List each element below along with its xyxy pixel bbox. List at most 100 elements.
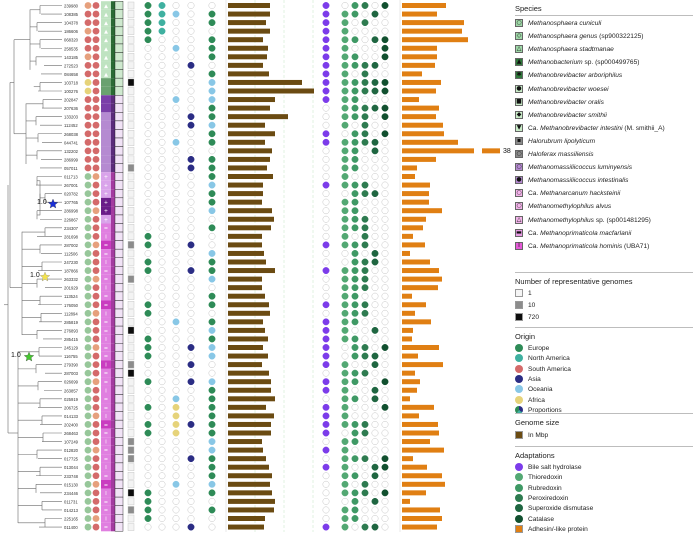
origin-circle <box>92 275 100 283</box>
origin-circle <box>172 36 180 44</box>
genome-size-bar <box>228 97 275 103</box>
species-band <box>114 26 124 36</box>
origin-circle <box>208 429 216 437</box>
bile-salt-circle <box>322 412 330 420</box>
origin-circle <box>208 87 216 95</box>
species-band <box>114 1 124 10</box>
genome-count-square <box>127 189 135 198</box>
adhesin-bar <box>402 148 474 154</box>
origin-circle <box>187 113 195 121</box>
species-band <box>114 343 124 352</box>
adhesin-bar <box>402 336 412 342</box>
adaptation-circle <box>341 207 349 215</box>
origin-circle <box>158 395 166 403</box>
origin-circle <box>84 301 92 309</box>
origin-circle <box>172 173 180 180</box>
origin-circle <box>84 455 92 463</box>
adhesin-bar <box>402 105 439 111</box>
adhesin-bar <box>402 131 444 137</box>
origin-circle <box>144 53 152 61</box>
origin-circle <box>92 121 100 129</box>
adaptation-circle <box>361 275 369 283</box>
origin-circle <box>92 10 100 18</box>
bile-salt-circle <box>322 121 330 129</box>
adaptation-circle <box>361 198 369 206</box>
species-prefix: Ca. <box>528 124 541 132</box>
bile-salt-circle <box>322 344 330 351</box>
adaptation-circle <box>371 224 379 232</box>
species-band <box>111 454 115 463</box>
origin-circle <box>84 53 92 61</box>
origin-circle <box>208 480 216 488</box>
species-band <box>101 26 111 36</box>
adaptation-circle <box>361 138 369 146</box>
species-band <box>101 274 111 284</box>
origin-circle <box>187 207 195 215</box>
legend-species-item-label: Methanobrevibacter arboriphilus <box>528 71 622 80</box>
adaptation-circle <box>381 173 389 180</box>
adaptation-circle <box>351 497 359 505</box>
origin-circle <box>144 181 152 189</box>
adaptation-circle <box>361 403 369 411</box>
origin-circle <box>92 147 100 155</box>
adaptation-circle <box>371 70 379 78</box>
adaptation-circle <box>361 438 369 445</box>
species-band <box>114 505 124 515</box>
origin-circle <box>144 44 152 52</box>
taxon-label: 263332 <box>64 277 79 282</box>
adaptation-circle <box>381 224 389 232</box>
adaptation-circle <box>381 361 389 369</box>
bile-salt-circle <box>322 181 330 189</box>
genome-count-square <box>127 489 135 497</box>
origin-circle <box>208 326 216 334</box>
legend-species-item-label: Ca. Methanobrevibacter intestini (M. smi… <box>528 124 665 133</box>
adaptation-circle <box>361 173 369 180</box>
origin-circle <box>84 275 92 283</box>
origin-circle <box>84 386 92 394</box>
adaptation-circle <box>341 523 349 531</box>
genome-count-square <box>127 437 135 446</box>
taxon-label: 014213 <box>64 508 79 513</box>
genome-count-square <box>127 446 135 454</box>
adaptation-circle <box>371 215 379 223</box>
species-band <box>114 52 124 62</box>
species-name: Methanomethylophilus alvus <box>528 203 612 211</box>
genome-size-bar <box>228 370 269 376</box>
species-glyph: + <box>104 175 108 181</box>
origin-circle <box>92 79 100 86</box>
species-band <box>101 257 111 267</box>
origin-circle <box>208 96 216 104</box>
genome-count-square <box>127 480 135 488</box>
genome-size-bar <box>228 20 266 26</box>
genome-count-square <box>127 506 135 514</box>
taxon-label: 234307 <box>64 226 79 231</box>
origin-circle <box>92 335 100 343</box>
legend-genome-item-swatch <box>515 313 523 321</box>
adaptation-circle <box>381 421 389 428</box>
origin-circle <box>144 2 152 9</box>
origin-circle <box>172 207 180 215</box>
adaptation-circle <box>381 267 389 274</box>
adaptation-circle <box>341 506 349 514</box>
adaptation-circle <box>351 96 359 104</box>
origin-circle <box>208 241 216 249</box>
origin-circle <box>187 326 195 334</box>
genome-count-square <box>127 326 135 335</box>
taxon-label: 239980 <box>64 4 79 9</box>
adaptation-circle <box>351 44 359 52</box>
adaptation-circle <box>361 361 369 369</box>
adaptation-circle <box>351 36 359 44</box>
origin-circle <box>208 36 216 44</box>
origin-circle <box>208 463 216 471</box>
bile-salt-circle <box>322 258 330 266</box>
bile-salt-circle <box>322 87 330 95</box>
origin-circle <box>187 455 195 463</box>
genome-count-square <box>127 36 135 44</box>
species-band <box>114 240 124 250</box>
genome-size-bar <box>228 3 270 8</box>
species-name: Methanosphaera genus <box>528 33 598 41</box>
species-band <box>101 52 111 62</box>
genome-size-bar <box>228 430 271 436</box>
genome-count-square <box>127 95 135 104</box>
origin-circle <box>208 232 216 240</box>
